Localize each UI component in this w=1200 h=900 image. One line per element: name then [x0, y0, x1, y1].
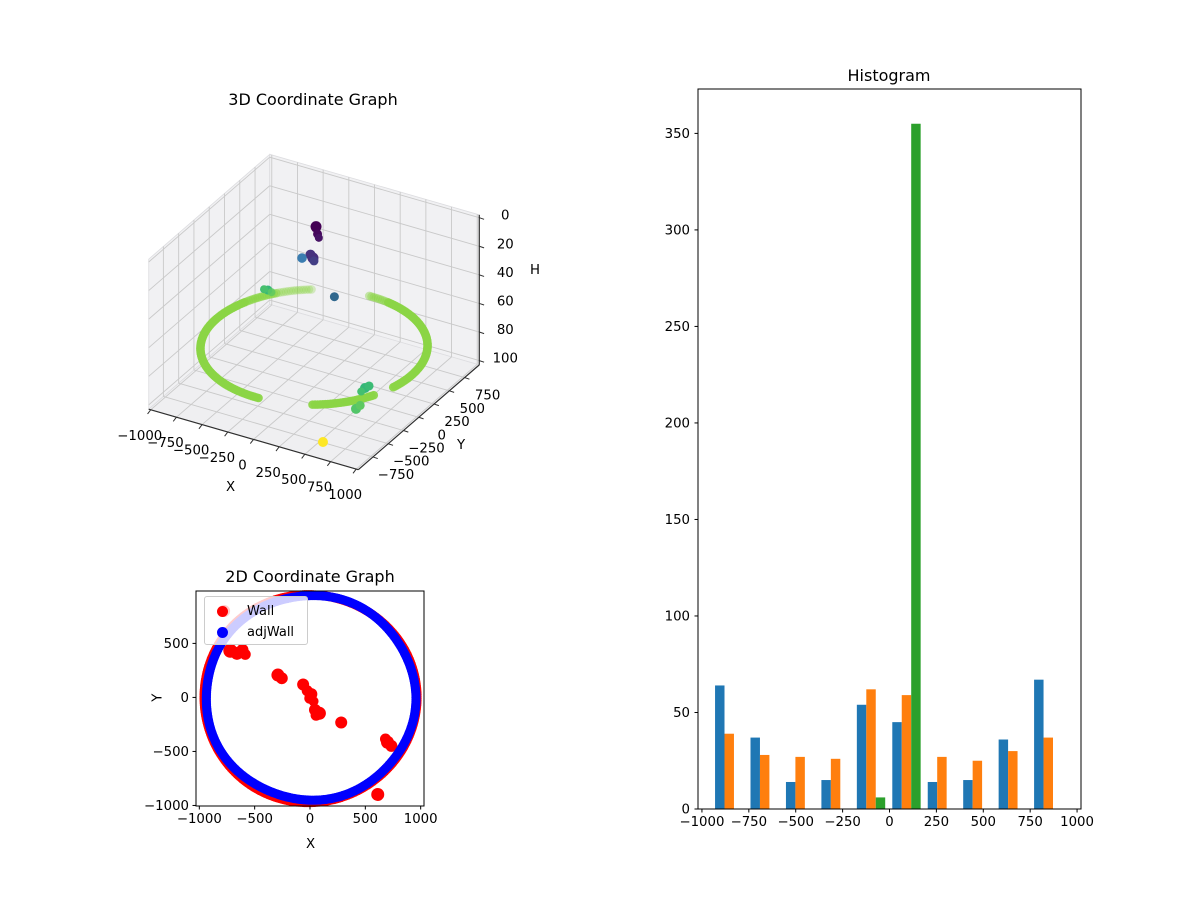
svg-text:20: 20 [497, 237, 514, 252]
ticks-2d: −1000 −500 0 500 1000 −1000 −500 0 500 [144, 637, 438, 827]
svg-text:0: 0 [438, 428, 446, 443]
svg-text:750: 750 [307, 481, 332, 496]
svg-text:−1000: −1000 [117, 429, 162, 444]
plot2d-legend: Wall adjWall [204, 596, 308, 645]
legend-label-adjwall: adjWall [247, 625, 295, 640]
svg-text:40: 40 [497, 266, 514, 281]
svg-text:1000: 1000 [328, 488, 362, 503]
plot3d-yaxis-label: Y [457, 438, 466, 453]
svg-text:500: 500 [164, 637, 189, 652]
svg-text:0: 0 [682, 803, 690, 818]
svg-text:0: 0 [306, 812, 314, 827]
svg-text:−750: −750 [731, 815, 768, 830]
svg-text:0: 0 [238, 458, 246, 473]
plot2d-yaxis-label: Y [150, 693, 166, 702]
plot3d-title: 3D Coordinate Graph [228, 90, 398, 109]
grid-3d [148, 154, 480, 470]
svg-text:−250: −250 [408, 442, 445, 457]
axes-frame-histogram [697, 88, 1082, 810]
svg-text:500: 500 [281, 473, 306, 488]
svg-text:80: 80 [497, 323, 514, 338]
ticks-histogram: −1000 −750 −500 −250 0 250 500 750 1000 0 50 100 150… [665, 127, 1094, 830]
svg-text:250: 250 [255, 466, 280, 481]
svg-text:−250: −250 [824, 815, 861, 830]
svg-text:1000: 1000 [1060, 815, 1094, 830]
svg-text:200: 200 [665, 416, 690, 431]
svg-text:−750: −750 [147, 436, 184, 451]
plot2d-xaxis-label: X [306, 837, 316, 852]
svg-text:750: 750 [475, 389, 500, 404]
svg-text:−500: −500 [173, 444, 210, 459]
legend-item-wall: Wall [217, 601, 307, 622]
svg-text:500: 500 [971, 815, 996, 830]
svg-text:−500: −500 [152, 745, 189, 760]
plot3d-zaxis-label: H [530, 263, 540, 278]
svg-text:0: 0 [501, 209, 509, 224]
plot3d-xaxis-label: X [226, 480, 236, 495]
svg-text:250: 250 [924, 815, 949, 830]
svg-text:0: 0 [885, 815, 893, 830]
plot2d-title: 2D Coordinate Graph [225, 567, 395, 586]
svg-text:500: 500 [460, 402, 485, 417]
wall-outliers-2d [218, 604, 398, 801]
adjwall-marker-icon [217, 627, 228, 638]
svg-text:−500: −500 [777, 815, 814, 830]
svg-text:350: 350 [665, 127, 690, 142]
svg-text:100: 100 [665, 609, 690, 624]
svg-text:−750: −750 [378, 468, 415, 483]
wall-marker-icon [217, 606, 228, 617]
svg-text:250: 250 [665, 320, 690, 335]
svg-text:300: 300 [665, 223, 690, 238]
svg-text:60: 60 [497, 294, 514, 309]
svg-text:−250: −250 [199, 451, 236, 466]
svg-text:50: 50 [673, 706, 690, 721]
ticks-3d: −1000−750−500−250 0 250 500 7501000−750−500−… [117, 209, 518, 503]
legend-item-adjwall: adjWall [217, 622, 307, 643]
svg-text:750: 750 [1017, 815, 1042, 830]
svg-text:−1000: −1000 [177, 812, 222, 827]
svg-text:100: 100 [493, 352, 518, 367]
scatter-points-3d [260, 221, 374, 447]
svg-text:−1000: −1000 [679, 815, 724, 830]
svg-text:150: 150 [665, 513, 690, 528]
legend-label-wall: Wall [247, 604, 275, 619]
svg-text:1000: 1000 [404, 812, 438, 827]
svg-text:−500: −500 [236, 812, 273, 827]
svg-text:−1000: −1000 [144, 799, 189, 814]
histogram-title: Histogram [847, 66, 931, 85]
svg-text:−500: −500 [393, 455, 430, 470]
svg-text:500: 500 [353, 812, 378, 827]
svg-text:250: 250 [444, 415, 469, 430]
histogram-bars [715, 123, 1053, 810]
svg-text:0: 0 [181, 691, 189, 706]
